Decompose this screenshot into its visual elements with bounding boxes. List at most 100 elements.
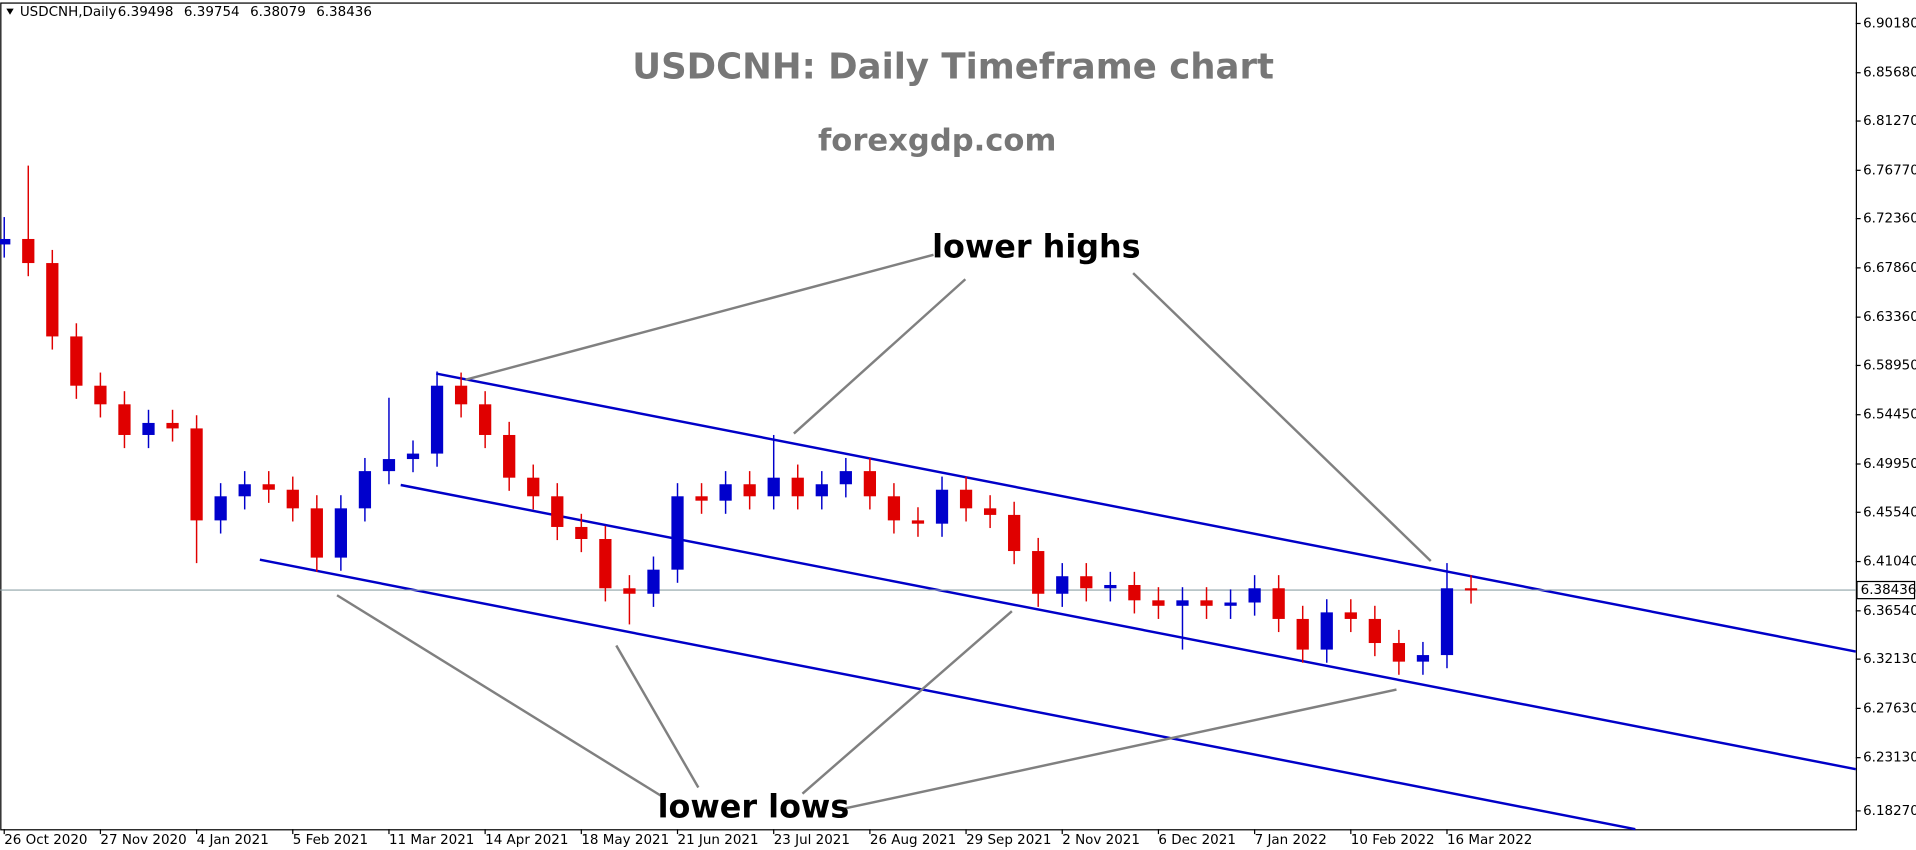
candle-body (70, 336, 83, 386)
plot-frame (0, 2, 1857, 831)
header-value: 6.39498 (118, 4, 174, 20)
current-price-label: 6.38436 (1861, 582, 1916, 598)
candle-body (1392, 643, 1406, 662)
candle-body (791, 477, 804, 497)
y-tick-label: 6.85680 (1863, 65, 1916, 81)
x-tick-label: 11 Mar 2021 (389, 832, 474, 848)
y-tick-label: 6.27630 (1863, 700, 1916, 716)
candle-body (839, 471, 852, 485)
candle-body (503, 434, 516, 478)
candle-body (310, 508, 323, 558)
candle-body (815, 484, 828, 497)
candle-body (1440, 588, 1454, 656)
y-tick-label: 6.58950 (1863, 357, 1916, 373)
candle-body (719, 484, 732, 501)
candle-body (1344, 612, 1357, 619)
pointer-line (615, 644, 700, 789)
candle-body (334, 508, 347, 558)
candle-body (1272, 588, 1285, 619)
chart-subtitle: forexgdp.com (818, 124, 1056, 159)
candle-body (0, 238, 11, 245)
x-tick-label: 27 Nov 2020 (100, 832, 186, 848)
candle-body (743, 484, 756, 497)
candle-body (911, 520, 925, 524)
y-tick-label: 6.63360 (1863, 309, 1916, 325)
chart-title: USDCNH: Daily Timeframe chart (632, 47, 1274, 88)
x-tick-label: 6 Dec 2021 (1158, 832, 1235, 848)
candle-body (1152, 600, 1165, 606)
candle-body (1032, 551, 1045, 594)
candle-body (190, 428, 203, 521)
candle-body (454, 385, 468, 405)
candle-body (382, 459, 396, 472)
pointer-line (465, 253, 934, 381)
x-tick-label: 14 Apr 2021 (485, 832, 568, 848)
y-tick-label: 6.81270 (1863, 113, 1916, 129)
y-tick-label: 6.72360 (1863, 211, 1916, 227)
candle-body (94, 385, 107, 405)
x-tick-label: 26 Oct 2020 (4, 832, 87, 848)
candle-body (1008, 514, 1021, 552)
x-tick-label: 5 Feb 2021 (293, 832, 368, 848)
y-tick-label: 6.36540 (1863, 603, 1916, 619)
candle-body (1368, 618, 1381, 644)
header-value: 6.38436 (316, 4, 372, 20)
x-tick-label: 2 Nov 2021 (1062, 832, 1140, 848)
candle-body (406, 453, 420, 460)
y-tick-label: 6.32130 (1863, 651, 1916, 667)
candle-body (695, 496, 708, 501)
candle-body (767, 477, 780, 497)
candle-body (22, 238, 35, 264)
candle-body (575, 526, 588, 540)
candle-body (238, 484, 251, 497)
y-tick-label: 6.76770 (1863, 162, 1916, 178)
header-value: 6.38079 (250, 4, 306, 20)
y-tick-label: 6.18270 (1863, 803, 1916, 819)
candle-body (527, 477, 540, 497)
candle-body (983, 508, 997, 515)
y-tick-label: 6.90180 (1863, 15, 1916, 31)
y-tick-label: 6.54450 (1863, 407, 1916, 423)
candle-body (46, 263, 59, 337)
candle-body (479, 404, 492, 435)
annotation: lower lows (658, 787, 850, 825)
pointer-line (1132, 272, 1432, 562)
candle-body (1200, 600, 1213, 606)
candle-body (959, 489, 973, 509)
channel-line (400, 483, 1857, 771)
candle-body (599, 539, 612, 589)
candle-body (358, 471, 372, 509)
y-tick-label: 6.41040 (1863, 554, 1916, 570)
x-tick-label: 18 May 2021 (581, 832, 669, 848)
header-icon (6, 8, 14, 15)
x-tick-label: 4 Jan 2021 (197, 832, 269, 848)
candle-body (1296, 618, 1309, 650)
candle-body (1056, 576, 1069, 594)
pointer-line (845, 688, 1397, 810)
candle-body (142, 422, 155, 435)
x-tick-label: 29 Sep 2021 (966, 832, 1051, 848)
candle-body (623, 588, 636, 594)
x-tick-label: 16 Mar 2022 (1447, 832, 1532, 848)
channel-line (259, 558, 1636, 831)
channel-line (436, 372, 1857, 653)
candle-body (1320, 612, 1333, 650)
candle-body (1080, 576, 1093, 589)
header-ohlc: 6.39498 6.39754 6.38079 6.38436 (118, 4, 372, 20)
y-tick-label: 6.49950 (1863, 456, 1916, 472)
header-value: 6.39754 (184, 4, 240, 20)
candle-body (935, 489, 949, 524)
candle-body (1128, 584, 1141, 601)
annotation-arrows (336, 253, 1432, 810)
current-price-box (1856, 580, 1916, 600)
candle-body (214, 496, 227, 521)
candle-body (1416, 655, 1430, 662)
x-tick-label: 7 Jan 2022 (1255, 832, 1327, 848)
y-tick-label: 6.23130 (1863, 750, 1916, 766)
x-tick-label: 26 Aug 2021 (870, 832, 956, 848)
candle-body (118, 404, 131, 435)
header-symbol: USDCNH,Daily (20, 4, 117, 20)
pointer-line (336, 594, 663, 798)
candle-body (671, 496, 684, 570)
